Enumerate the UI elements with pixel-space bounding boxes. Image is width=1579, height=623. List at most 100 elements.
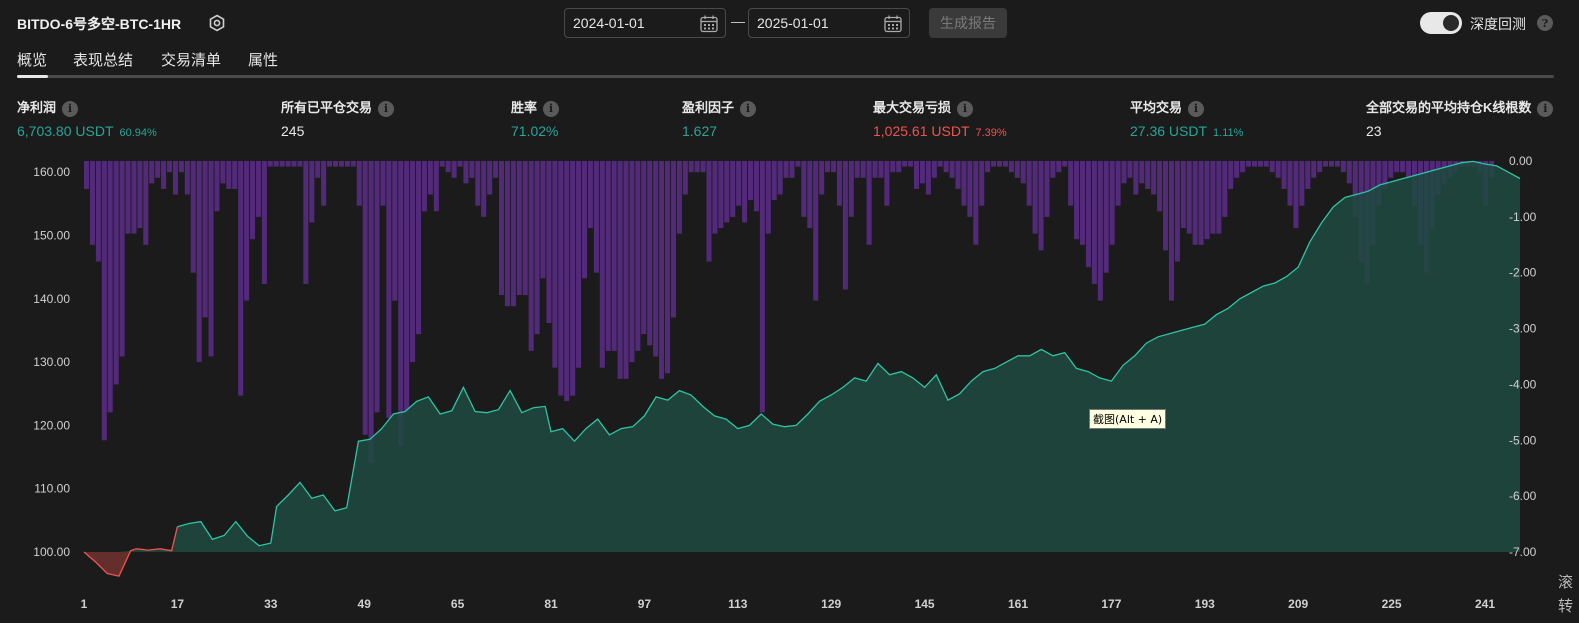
drawdown-bar [1394, 161, 1400, 173]
info-icon[interactable]: i [740, 100, 757, 117]
drawdown-bar [131, 161, 137, 234]
help-icon[interactable]: ? [1537, 15, 1553, 31]
drawdown-bar [688, 161, 694, 173]
drawdown-bar [445, 161, 451, 173]
drawdown-bar [641, 161, 647, 335]
drawdown-bar [961, 161, 967, 206]
metric-percent: 7.39% [975, 126, 1007, 139]
settings-icon[interactable] [207, 13, 227, 33]
drawdown-bar [1382, 161, 1388, 189]
drawdown-bar [878, 161, 884, 178]
drawdown-bar [623, 161, 629, 379]
drawdown-bar [516, 161, 522, 296]
info-icon[interactable]: i [957, 100, 974, 117]
tab-properties[interactable]: 属性 [248, 52, 279, 69]
drawdown-bar [1352, 161, 1358, 217]
drawdown-bar [1376, 161, 1382, 206]
y-tick-left: 140.00 [33, 292, 70, 306]
drawdown-bar [1103, 161, 1109, 273]
drawdown-bar [1180, 161, 1186, 229]
info-icon[interactable]: i [62, 100, 79, 117]
drawdown-bar [344, 161, 350, 167]
drawdown-bar [1192, 161, 1198, 245]
edge-text: 转 [1558, 598, 1574, 615]
y-tick-left: 130.00 [33, 355, 70, 369]
drawdown-bar [712, 161, 718, 234]
y-tick-left: 110.00 [34, 482, 70, 496]
metric-percent: 1.11% [1213, 126, 1244, 139]
drawdown-bar [1139, 161, 1145, 184]
end-date-input[interactable]: 2025-01-01 [748, 8, 910, 38]
info-icon[interactable]: i [378, 100, 395, 117]
tab-track [17, 75, 1554, 78]
drawdown-bar [570, 161, 576, 396]
tab-performance-summary[interactable]: 表现总结 [73, 52, 134, 69]
drawdown-bar [670, 161, 676, 318]
metric-value: 245 [281, 122, 305, 139]
drawdown-bar [1014, 161, 1020, 178]
y-tick-right: -2.00 [1509, 266, 1537, 280]
tab-overview[interactable]: 概览 [17, 52, 48, 69]
drawdown-bar [552, 161, 558, 368]
drawdown-bar [937, 161, 943, 167]
drawdown-bar [1002, 161, 1008, 167]
drawdown-bar [593, 161, 599, 273]
drawdown-bar [1305, 161, 1311, 189]
calendar-icon[interactable] [699, 14, 719, 34]
drawdown-bar [534, 161, 540, 335]
drawdown-bar [860, 161, 866, 178]
drawdown-bar [742, 161, 748, 223]
drawdown-bar [309, 161, 315, 223]
metric-value: 6,703.80 USDT [17, 122, 114, 139]
drawdown-bar [540, 161, 546, 279]
drawdown-bar [1240, 161, 1246, 173]
drawdown-bar [1388, 161, 1394, 178]
deep-backtest-toggle[interactable] [1420, 12, 1462, 34]
drawdown-bar [107, 161, 113, 413]
x-tick: 129 [821, 597, 841, 611]
tab-trade-list[interactable]: 交易清单 [161, 52, 222, 69]
equity-drawdown-chart[interactable]: 100.00 110.00 120.00 130.00 140.00 150.00 160.… [0, 150, 1579, 623]
metric-label: 净利润 [17, 100, 57, 115]
start-date-input[interactable]: 2024-01-01 [564, 8, 726, 38]
metric-value: 27.36 USDT [1130, 122, 1208, 139]
drawdown-bar [1400, 161, 1406, 173]
metric-max-trade-loss: 最大交易亏损 i 1,025.61 USDT 7.39% [873, 97, 1007, 139]
drawdown-bar [831, 161, 837, 173]
drawdown-bar [1263, 161, 1269, 167]
x-tick: 33 [264, 597, 278, 611]
drawdown-bar [1020, 161, 1026, 184]
drawdown-bar [1323, 161, 1329, 167]
drawdown-bar [949, 161, 955, 178]
generate-report-button[interactable]: 生成报告 [929, 8, 1007, 38]
info-icon[interactable]: i [1188, 100, 1205, 117]
drawdown-bar [481, 161, 487, 217]
calendar-icon[interactable] [883, 14, 903, 34]
y-tick-right: -4.00 [1509, 377, 1537, 391]
drawdown-bar [510, 161, 516, 307]
drawdown-bar [338, 161, 344, 167]
info-icon[interactable]: i [1537, 100, 1554, 117]
drawdown-bar [315, 161, 321, 178]
drawdown-bar [848, 161, 854, 217]
drawdown-bar [475, 161, 481, 206]
drawdown-bar [350, 161, 356, 167]
x-tick: 1 [81, 597, 88, 611]
drawdown-bar [1008, 161, 1014, 173]
info-icon[interactable]: i [543, 100, 560, 117]
drawdown-bar [427, 161, 433, 195]
drawdown-bar [599, 161, 605, 368]
drawdown-bar [1204, 161, 1210, 240]
x-tick: 113 [728, 597, 748, 611]
drawdown-bar [232, 161, 238, 189]
drawdown-bar [706, 161, 712, 262]
x-tick: 49 [358, 597, 372, 611]
screenshot-tooltip: 截图(Alt + A) [1089, 409, 1167, 429]
drawdown-bar [261, 161, 267, 284]
drawdown-bar [842, 161, 848, 290]
drawdown-bar [250, 161, 256, 240]
drawdown-bar [896, 161, 902, 173]
drawdown-bar [119, 161, 125, 357]
metric-value: 71.02% [511, 122, 559, 139]
drawdown-bar [1234, 161, 1240, 178]
